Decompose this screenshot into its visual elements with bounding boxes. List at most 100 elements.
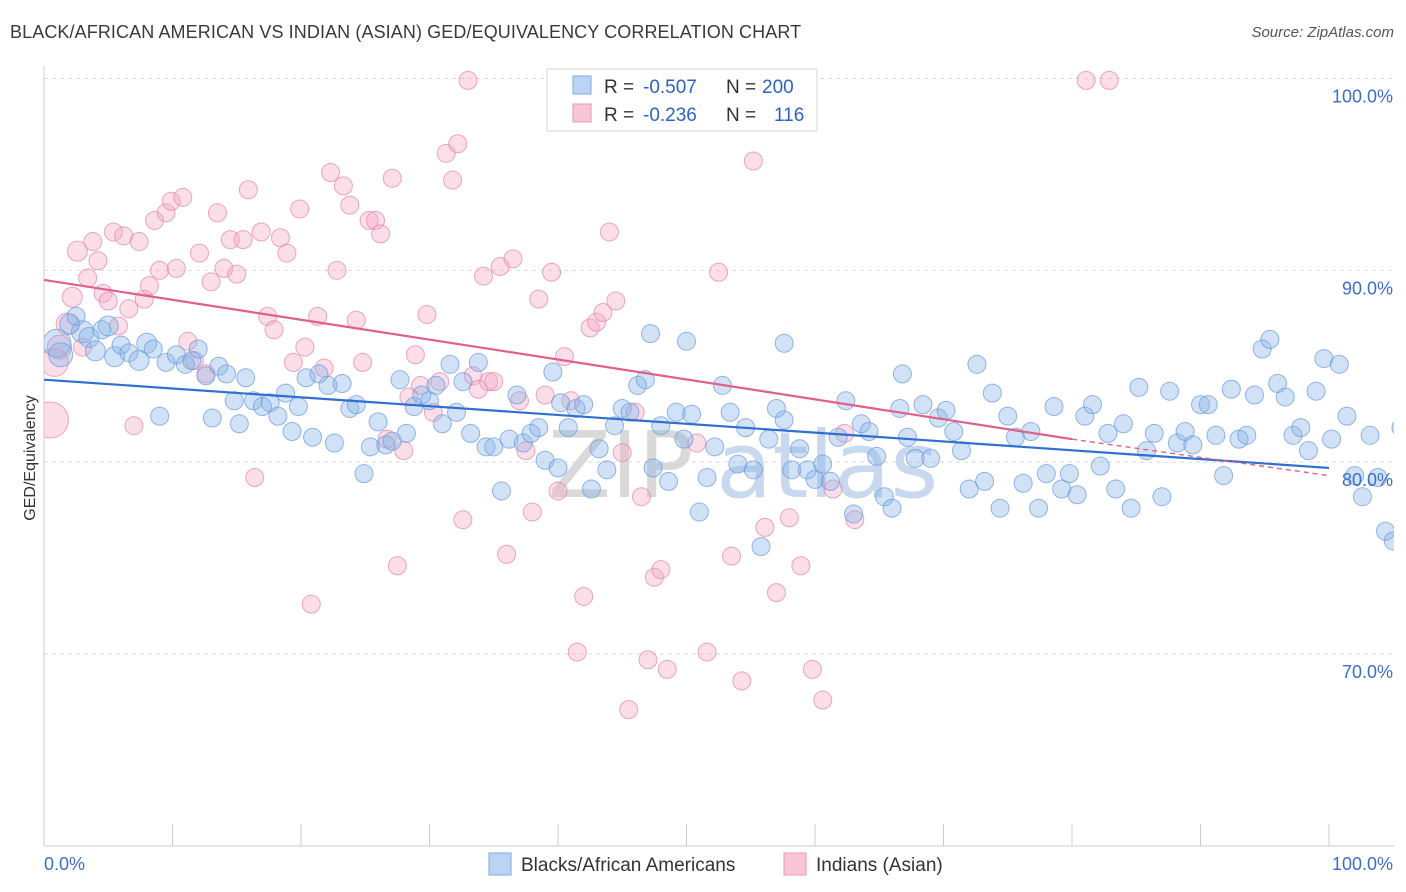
indians-point [251,222,271,242]
indians-point [535,385,555,405]
indians-point [644,567,664,587]
indians-point [44,401,69,439]
blacks-point [975,471,995,491]
indians-point [321,162,341,182]
blacks-point [1013,473,1033,493]
blacks-point [1044,397,1064,417]
blacks-point [1260,329,1280,349]
indians-point [651,560,671,580]
blacks-point [643,458,663,478]
legend-r-label-1: R = [604,77,634,98]
blacks-point [150,406,170,426]
blacks-point [651,416,671,436]
y-tick-label-3: 100.0% [1332,87,1393,107]
blacks-point [677,331,696,351]
blacks-point [1329,354,1349,374]
blacks-point [574,395,594,415]
blacks-point [529,418,549,438]
blacks-point [360,437,380,457]
blacks-point [440,354,460,374]
blacks-point [513,433,533,453]
bottom-legend-label-pink: Indians (Asian) [816,855,943,876]
blacks-point [836,391,856,411]
blacks-point [1113,414,1133,434]
blacks-point [641,324,661,344]
blacks-point [882,498,902,518]
blacks-point [484,437,504,457]
blacks-point [1383,531,1394,551]
blacks-point [666,402,686,422]
blacks-point [1376,521,1394,541]
gridlines [44,78,1394,655]
blacks-point [78,326,100,348]
indians-point [554,347,574,367]
blacks-point [581,479,601,499]
legend-r-value-1: -0.507 [643,77,697,98]
indians-point [766,583,786,603]
indians-point [411,375,431,395]
blacks-point [820,471,840,491]
blacks-point [1345,466,1365,486]
blacks-point [1183,435,1203,455]
blacks-point [1067,485,1087,505]
indians-point [333,176,353,196]
bottom-legend: Blacks/African Americans Indians (Asian) [488,852,943,876]
legend-n-value-2: 116 [774,105,804,126]
indians-point [484,372,504,392]
indians-point [207,203,227,223]
indians-point [779,508,799,528]
blacks-point [689,502,709,522]
indians-point [227,264,247,284]
watermark-atlas: atlas [716,412,938,519]
blacks-point [766,398,786,418]
blacks-point [1029,498,1049,518]
blacks-point [224,391,244,411]
indians-point [66,240,88,262]
y-tick-label-2: 90.0% [1342,278,1393,298]
trend-line-blacks [43,378,1330,470]
source-credit: Source: ZipAtlas.com [1251,24,1394,41]
blacks-point [959,479,979,499]
blacks-point [491,481,511,501]
indians-point [791,556,811,576]
indians-point [709,262,729,282]
indians-point [245,468,265,488]
blacks-point [92,320,112,340]
blacks-point [605,416,625,436]
blacks-point [216,364,236,384]
indians-point [448,134,468,154]
blacks-point [1090,456,1110,476]
blacks-point [844,504,864,524]
blacks-point [318,375,338,395]
indians-point [453,510,473,530]
blacks-point [743,460,763,480]
indians-point [599,222,619,242]
indians-point [755,517,775,537]
blacks-point [782,460,802,480]
blacks-point [1368,468,1388,488]
blacks-point [905,448,925,468]
blacks-point [1098,423,1118,443]
indians-point [473,266,493,286]
indians-point [124,416,144,436]
indians-point [166,258,186,278]
blacks-point [982,383,1002,403]
blacks-point [1214,466,1234,486]
indians-point [61,286,83,308]
indians-point [542,262,562,282]
indians-point [529,289,549,309]
indians-point [430,372,450,392]
blacks-point [156,352,176,372]
indians-point [1076,70,1096,90]
blacks-point [1036,464,1056,484]
blacks-point [236,368,256,388]
indians-point [264,320,284,340]
blacks-point [944,421,964,441]
blacks-point [59,313,81,335]
blacks-point [111,335,131,355]
blacks-point [499,429,519,449]
blacks-point [1144,423,1164,443]
indians-point [156,203,176,223]
indians-point [178,331,198,351]
